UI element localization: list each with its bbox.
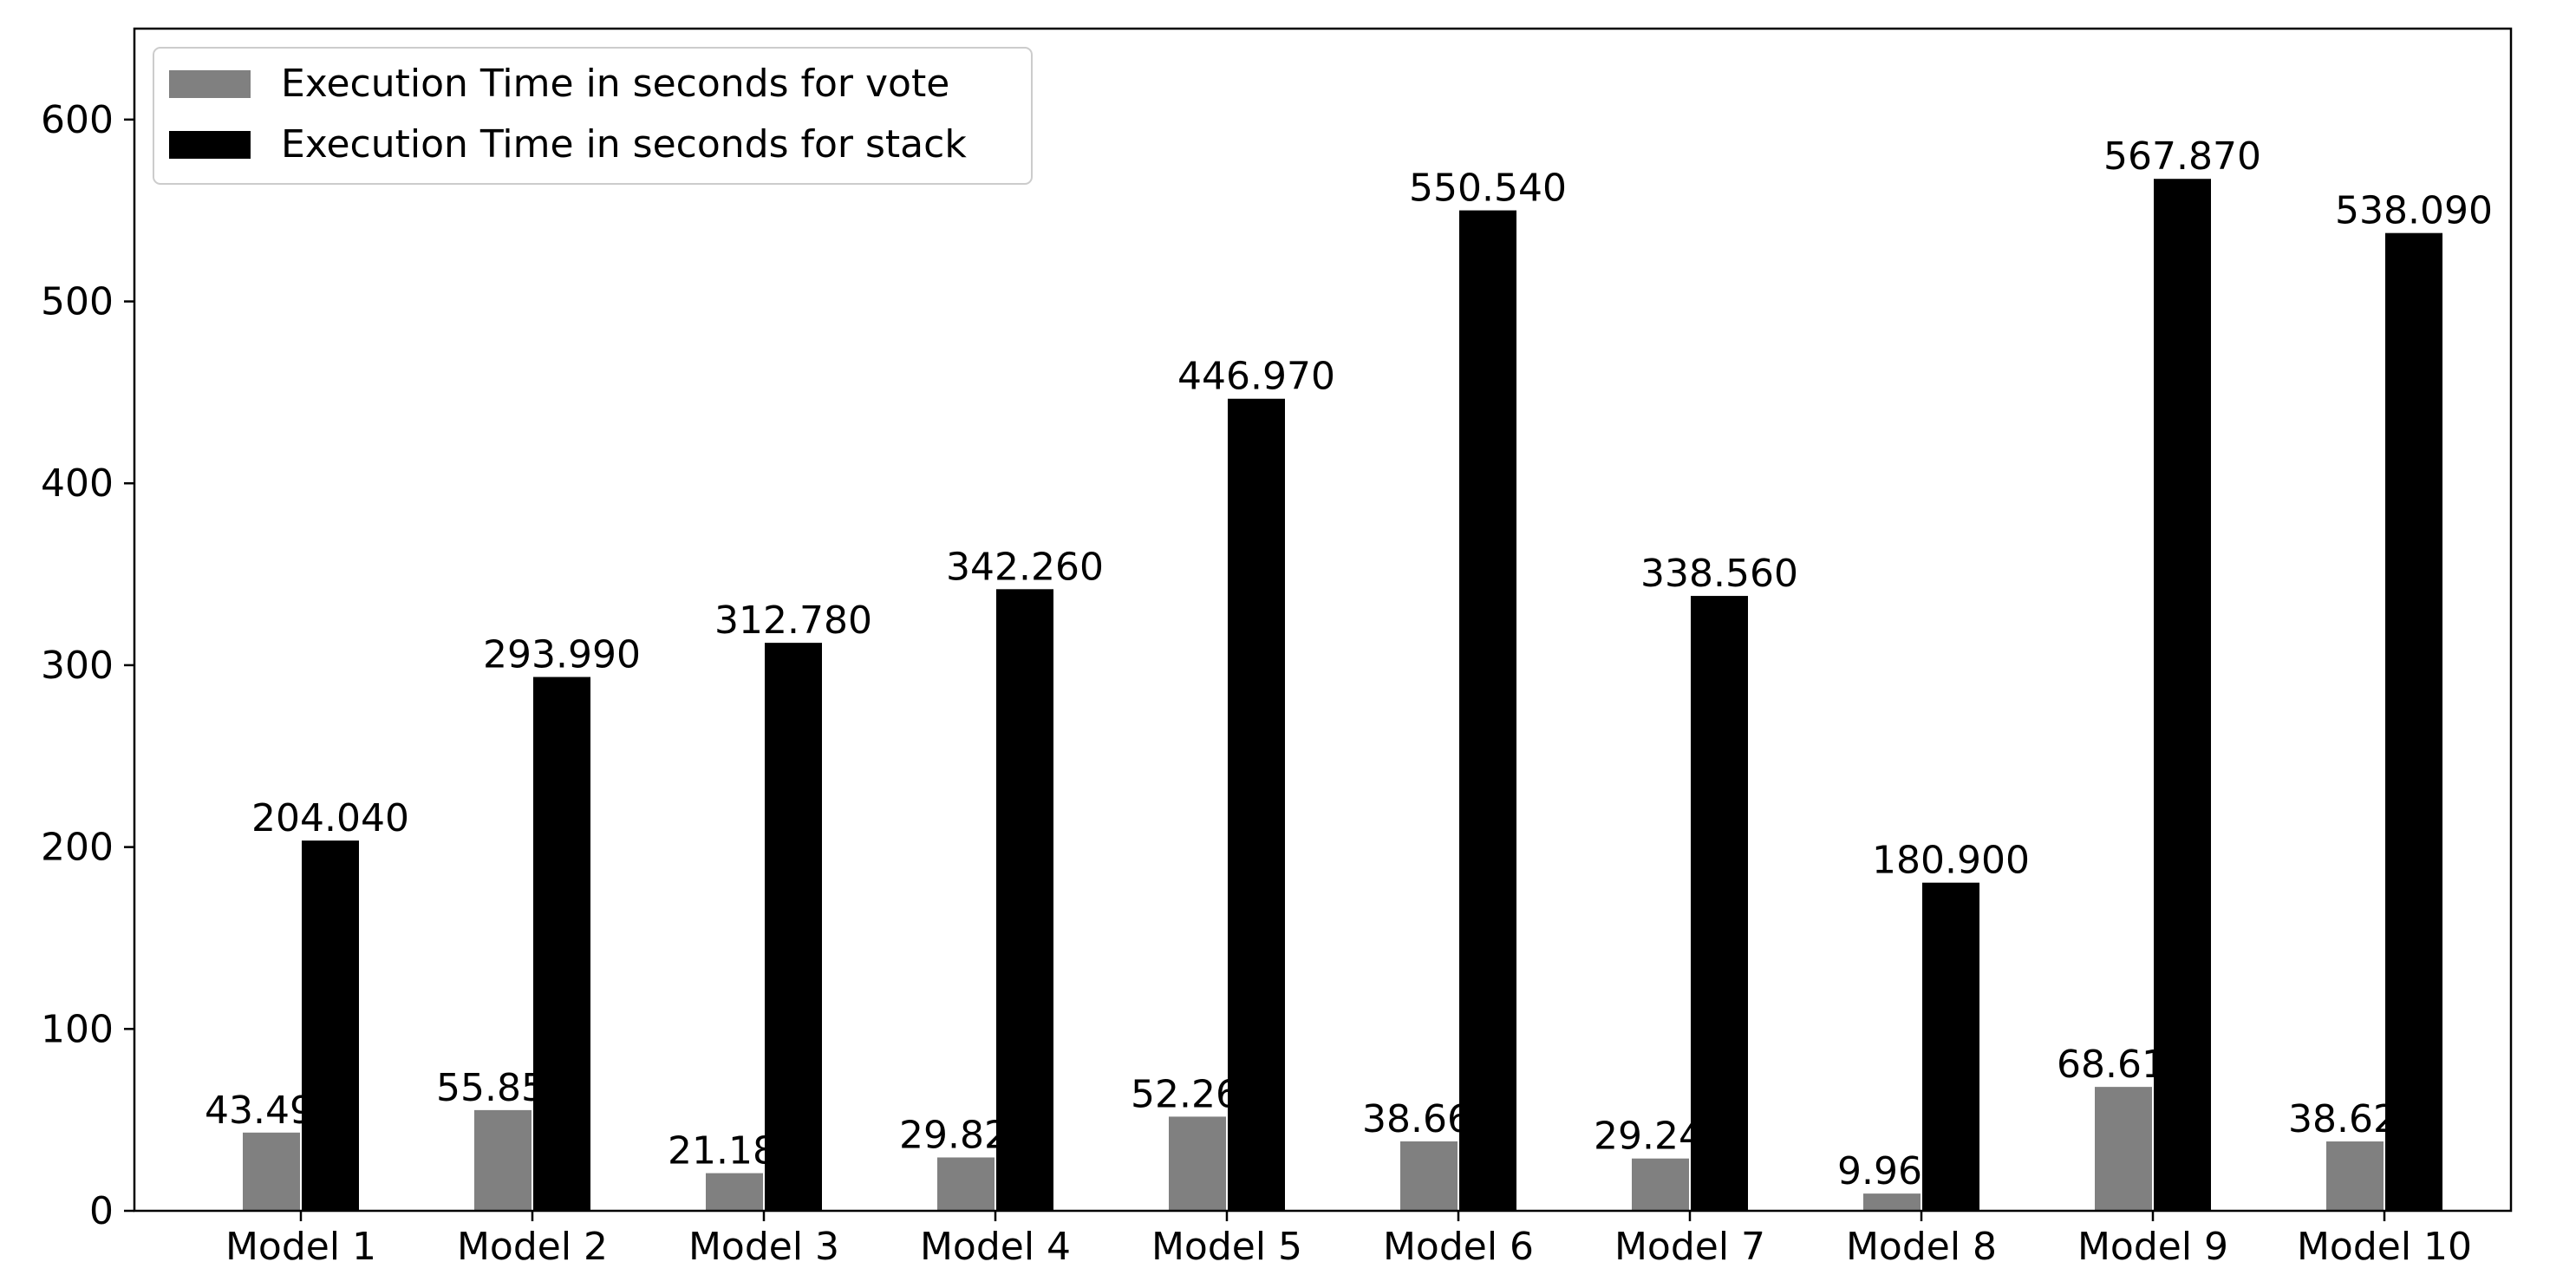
x-tick-label: Model 2 bbox=[457, 1225, 608, 1269]
y-tick-label: 200 bbox=[41, 826, 114, 870]
bar-vote-6 bbox=[1399, 1139, 1459, 1213]
x-axis: Model 1 Model 2 Model 3 Model 4 Model 5 Model… bbox=[225, 1211, 2472, 1269]
bar-vote-10 bbox=[2325, 1140, 2385, 1213]
data-label-stack-8: 180.900 bbox=[1872, 839, 2030, 883]
bar-stack-3 bbox=[763, 641, 824, 1212]
legend-label-vote: Execution Time in seconds for vote bbox=[281, 62, 949, 106]
y-axis: 0 100 200 300 400 500 600 bbox=[41, 98, 134, 1233]
x-tick-label: Model 3 bbox=[688, 1225, 839, 1269]
data-label-stack-3: 312.780 bbox=[714, 598, 872, 643]
y-tick-label: 600 bbox=[41, 98, 114, 142]
x-tick-label: Model 5 bbox=[1151, 1225, 1302, 1269]
bar-stack-6 bbox=[1458, 208, 1518, 1213]
bars-layer bbox=[241, 177, 2444, 1213]
x-tick-label: Model 1 bbox=[225, 1225, 376, 1269]
data-label-vote-4: 29.820 bbox=[899, 1113, 1033, 1157]
data-label-stack-4: 342.260 bbox=[946, 545, 1104, 589]
bar-vote-5 bbox=[1167, 1115, 1228, 1212]
y-tick-label: 100 bbox=[41, 1007, 114, 1051]
legend-box bbox=[153, 47, 1033, 185]
x-tick-label: Model 4 bbox=[920, 1225, 1071, 1269]
x-tick-label: Model 7 bbox=[1614, 1225, 1765, 1269]
data-label-stack-2: 293.990 bbox=[483, 633, 641, 677]
data-label-vote-2: 55.850 bbox=[436, 1066, 570, 1110]
y-tick-label: 0 bbox=[89, 1189, 114, 1233]
legend: Execution Time in seconds for vote Execut… bbox=[153, 47, 1033, 185]
y-tick-label: 500 bbox=[41, 280, 114, 324]
bar-vote-2 bbox=[473, 1108, 533, 1212]
bar-stack-7 bbox=[1689, 594, 1750, 1212]
x-tick-label: Model 6 bbox=[1383, 1225, 1534, 1269]
data-label-vote-8: 9.960 bbox=[1837, 1149, 1947, 1193]
data-labels-layer: 43.490 55.850 21.180 29.820 52.260 38.660 29.2… bbox=[205, 134, 2493, 1193]
bar-stack-4 bbox=[995, 587, 1055, 1212]
data-label-vote-1: 43.490 bbox=[205, 1089, 338, 1133]
bar-vote-7 bbox=[1630, 1156, 1691, 1212]
data-label-stack-1: 204.040 bbox=[251, 796, 409, 840]
plot-frame bbox=[133, 27, 2513, 1213]
y-tick-label: 300 bbox=[41, 644, 114, 688]
data-label-stack-10: 538.090 bbox=[2335, 189, 2493, 233]
data-label-vote-3: 21.180 bbox=[668, 1129, 801, 1174]
data-label-vote-6: 38.660 bbox=[1362, 1097, 1496, 1141]
bar-vote-4 bbox=[936, 1155, 996, 1212]
bar-stack-10 bbox=[2384, 231, 2444, 1213]
y-tick-label: 400 bbox=[41, 461, 114, 506]
data-label-stack-6: 550.540 bbox=[1409, 167, 1567, 211]
bar-vote-3 bbox=[704, 1171, 765, 1212]
data-label-vote-5: 52.260 bbox=[1131, 1072, 1264, 1116]
bar-stack-8 bbox=[1921, 880, 1981, 1212]
legend-swatch-stack bbox=[167, 129, 252, 160]
x-tick-label: Model 9 bbox=[2077, 1225, 2228, 1269]
data-label-stack-9: 567.870 bbox=[2103, 134, 2261, 179]
bar-vote-8 bbox=[1862, 1192, 1922, 1212]
bar-vote-1 bbox=[241, 1130, 302, 1212]
x-tick-label: Model 8 bbox=[1846, 1225, 1997, 1269]
bar-stack-2 bbox=[532, 675, 592, 1212]
bar-stack-5 bbox=[1226, 396, 1287, 1212]
data-label-stack-5: 446.970 bbox=[1177, 355, 1335, 399]
legend-swatch-vote bbox=[167, 69, 252, 100]
x-tick-label: Model 10 bbox=[2297, 1225, 2472, 1269]
bar-stack-1 bbox=[300, 839, 361, 1212]
data-label-vote-7: 29.240 bbox=[1594, 1115, 1727, 1159]
bar-stack-9 bbox=[2152, 177, 2213, 1212]
data-label-stack-7: 338.560 bbox=[1640, 552, 1798, 596]
bar-vote-9 bbox=[2093, 1085, 2154, 1213]
legend-label-stack: Execution Time in seconds for stack bbox=[281, 122, 967, 167]
data-label-vote-9: 68.610 bbox=[2057, 1043, 2190, 1087]
data-label-vote-10: 38.620 bbox=[2288, 1097, 2422, 1141]
